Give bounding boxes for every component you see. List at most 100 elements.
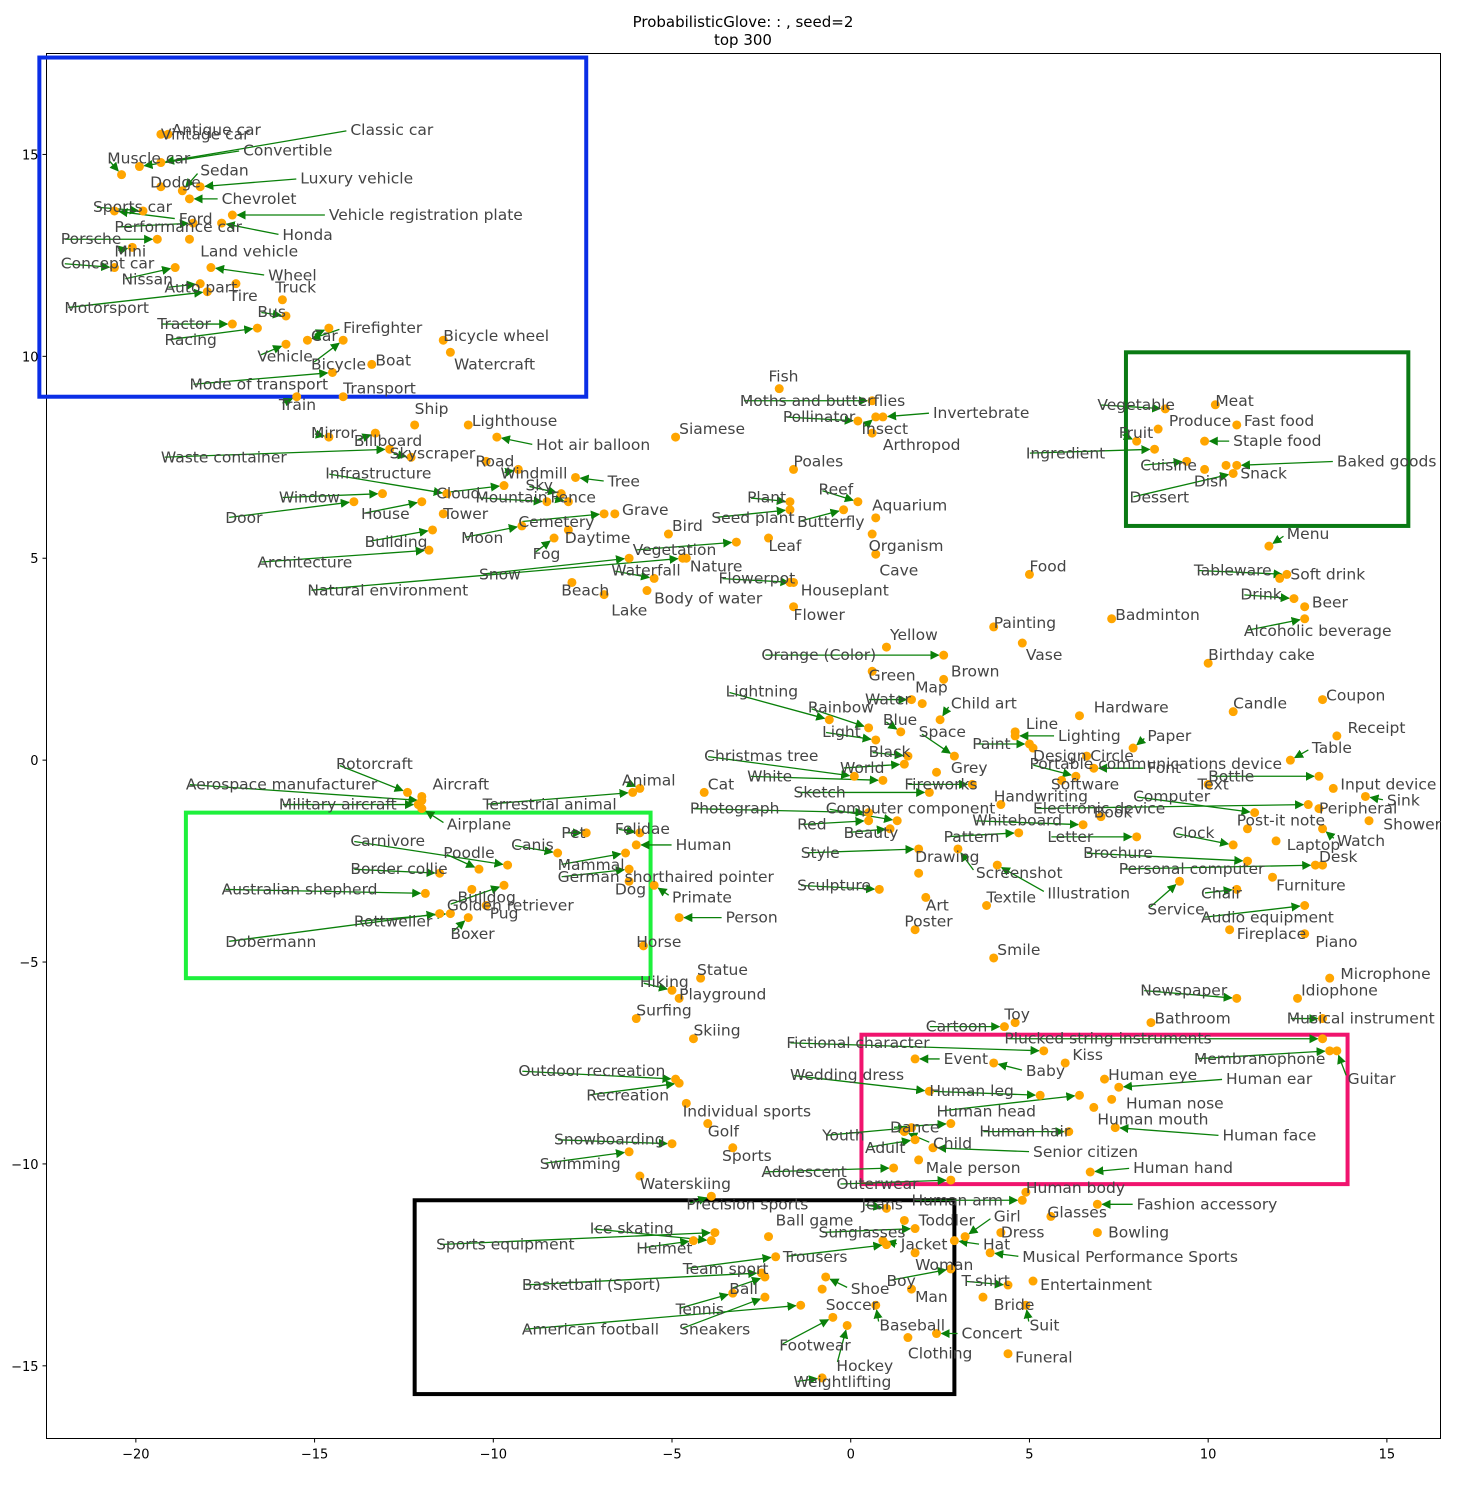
arrow-sunglasses [822,1224,911,1234]
point-architecture [424,545,434,555]
point-snowboarding [667,1139,677,1149]
point-toddler [899,1215,909,1225]
label-orange-color: Orange (Color) [761,646,876,664]
point-child-art [935,715,945,725]
label-playground: Playground [679,985,766,1003]
label-reef: Reef [819,481,854,499]
arrow-whiteboard [976,819,1079,829]
point-moon [517,521,527,531]
point-software [1057,775,1067,785]
label-soft-drink: Soft drink [1290,565,1365,583]
label-post-it-note: Post-it note [1237,812,1325,830]
arrow-invertebrate [886,411,930,421]
label-house: House [361,505,410,523]
point-tractor [227,319,237,329]
label-natural-environment: Natural environment [307,582,468,600]
point-fruit [1132,436,1142,446]
label-ball-game: Ball game [776,1211,854,1229]
arrow-vehicle [260,345,283,356]
label-coupon: Coupon [1326,687,1385,705]
point-dish [1200,464,1210,474]
arrow-menu [1272,534,1284,544]
point-sunglasses [910,1224,920,1234]
label-input-device: Input device [1340,775,1436,793]
point-photograph [864,808,874,818]
point-concert [932,1329,942,1339]
arrow-pollinator [786,415,854,425]
arrow-recreation [590,1080,676,1096]
arrow-snow [482,555,626,575]
point-yellow [881,642,891,652]
point-fireworks [967,779,977,789]
point-tableware [1282,569,1292,579]
point-black [903,751,913,761]
x-tick-label: −5 [662,1448,681,1463]
label-kiss: Kiss [1072,1046,1103,1064]
point-surfing [631,1014,641,1024]
label-skiing: Skiing [693,1022,740,1040]
point-drawing [914,868,924,878]
point-hiking [667,985,677,995]
label-vintage-car: Vintage car [161,125,250,143]
point-input-device [1328,783,1338,793]
point-water [906,695,916,705]
point-event [910,1054,920,1064]
point-terrestrial-animal [628,787,638,797]
point-musical-performance-sports [985,1248,995,1258]
arrow-wheel [214,264,265,276]
point-fireplace [1225,925,1235,935]
arrow-luxury-vehicle [204,178,297,191]
label-computer: Computer [1133,787,1211,805]
y-tick-label: −10 [11,1158,38,1173]
point-map [917,699,927,709]
arrow-mountain [479,496,543,506]
arrow-mode-of-transport [193,369,329,385]
y-tick-label: −15 [11,1360,38,1375]
point-bowling [1092,1228,1102,1238]
point-screenshot [953,844,963,854]
label-human-head: Human head [937,1102,1037,1120]
point-sink [1360,791,1370,801]
label-trousers: Trousers [782,1248,848,1266]
label-snowboarding: Snowboarding [554,1131,665,1149]
label-personal-computer: Personal computer [1119,860,1265,878]
arrow-dessert [1133,472,1230,498]
point-team-sport [771,1252,781,1262]
label-photograph: Photograph [690,800,780,818]
label-ball: Ball [729,1280,758,1298]
label-circle: Circle [1090,747,1134,765]
arrow-blue [885,720,898,730]
label-mirror: Mirror [311,424,357,442]
arrow-human-face [1119,1124,1219,1137]
arrow-guitar [1337,1054,1347,1076]
label-newspaper: Newspaper [1140,981,1228,999]
label-jeans: Jeans [860,1195,903,1213]
y-tick-label: 10 [22,350,39,365]
label-muscle-car: Muscle car [107,149,191,167]
label-tree: Tree [607,473,640,491]
point-transport [338,392,348,402]
point-waterskiing [635,1171,645,1181]
label-letter: Letter [1047,828,1094,846]
arrow-trousers [786,1241,883,1257]
label-toy: Toy [1003,1006,1030,1024]
label-guitar: Guitar [1348,1070,1397,1088]
point-leaf [764,533,774,543]
arrow-infrastructure [329,473,443,496]
point-bird [663,529,673,539]
label-person: Person [726,909,778,927]
point-newspaper [1232,993,1242,1003]
label-vegetable: Vegetable [1097,396,1175,414]
point-woman [910,1248,920,1258]
label-paint: Paint [972,735,1010,753]
point-aquarium [871,513,881,523]
label-software: Software [1051,775,1119,793]
point-mini [127,242,137,252]
arrow-vegetation [636,538,733,551]
point-dress [996,1228,1006,1238]
label-art: Art [926,896,949,914]
label-book: Book [1094,804,1133,822]
label-windmill: Windmill [500,464,567,482]
label-boat: Boat [375,351,411,369]
label-golden-retriever: Golden retriever [447,896,574,914]
